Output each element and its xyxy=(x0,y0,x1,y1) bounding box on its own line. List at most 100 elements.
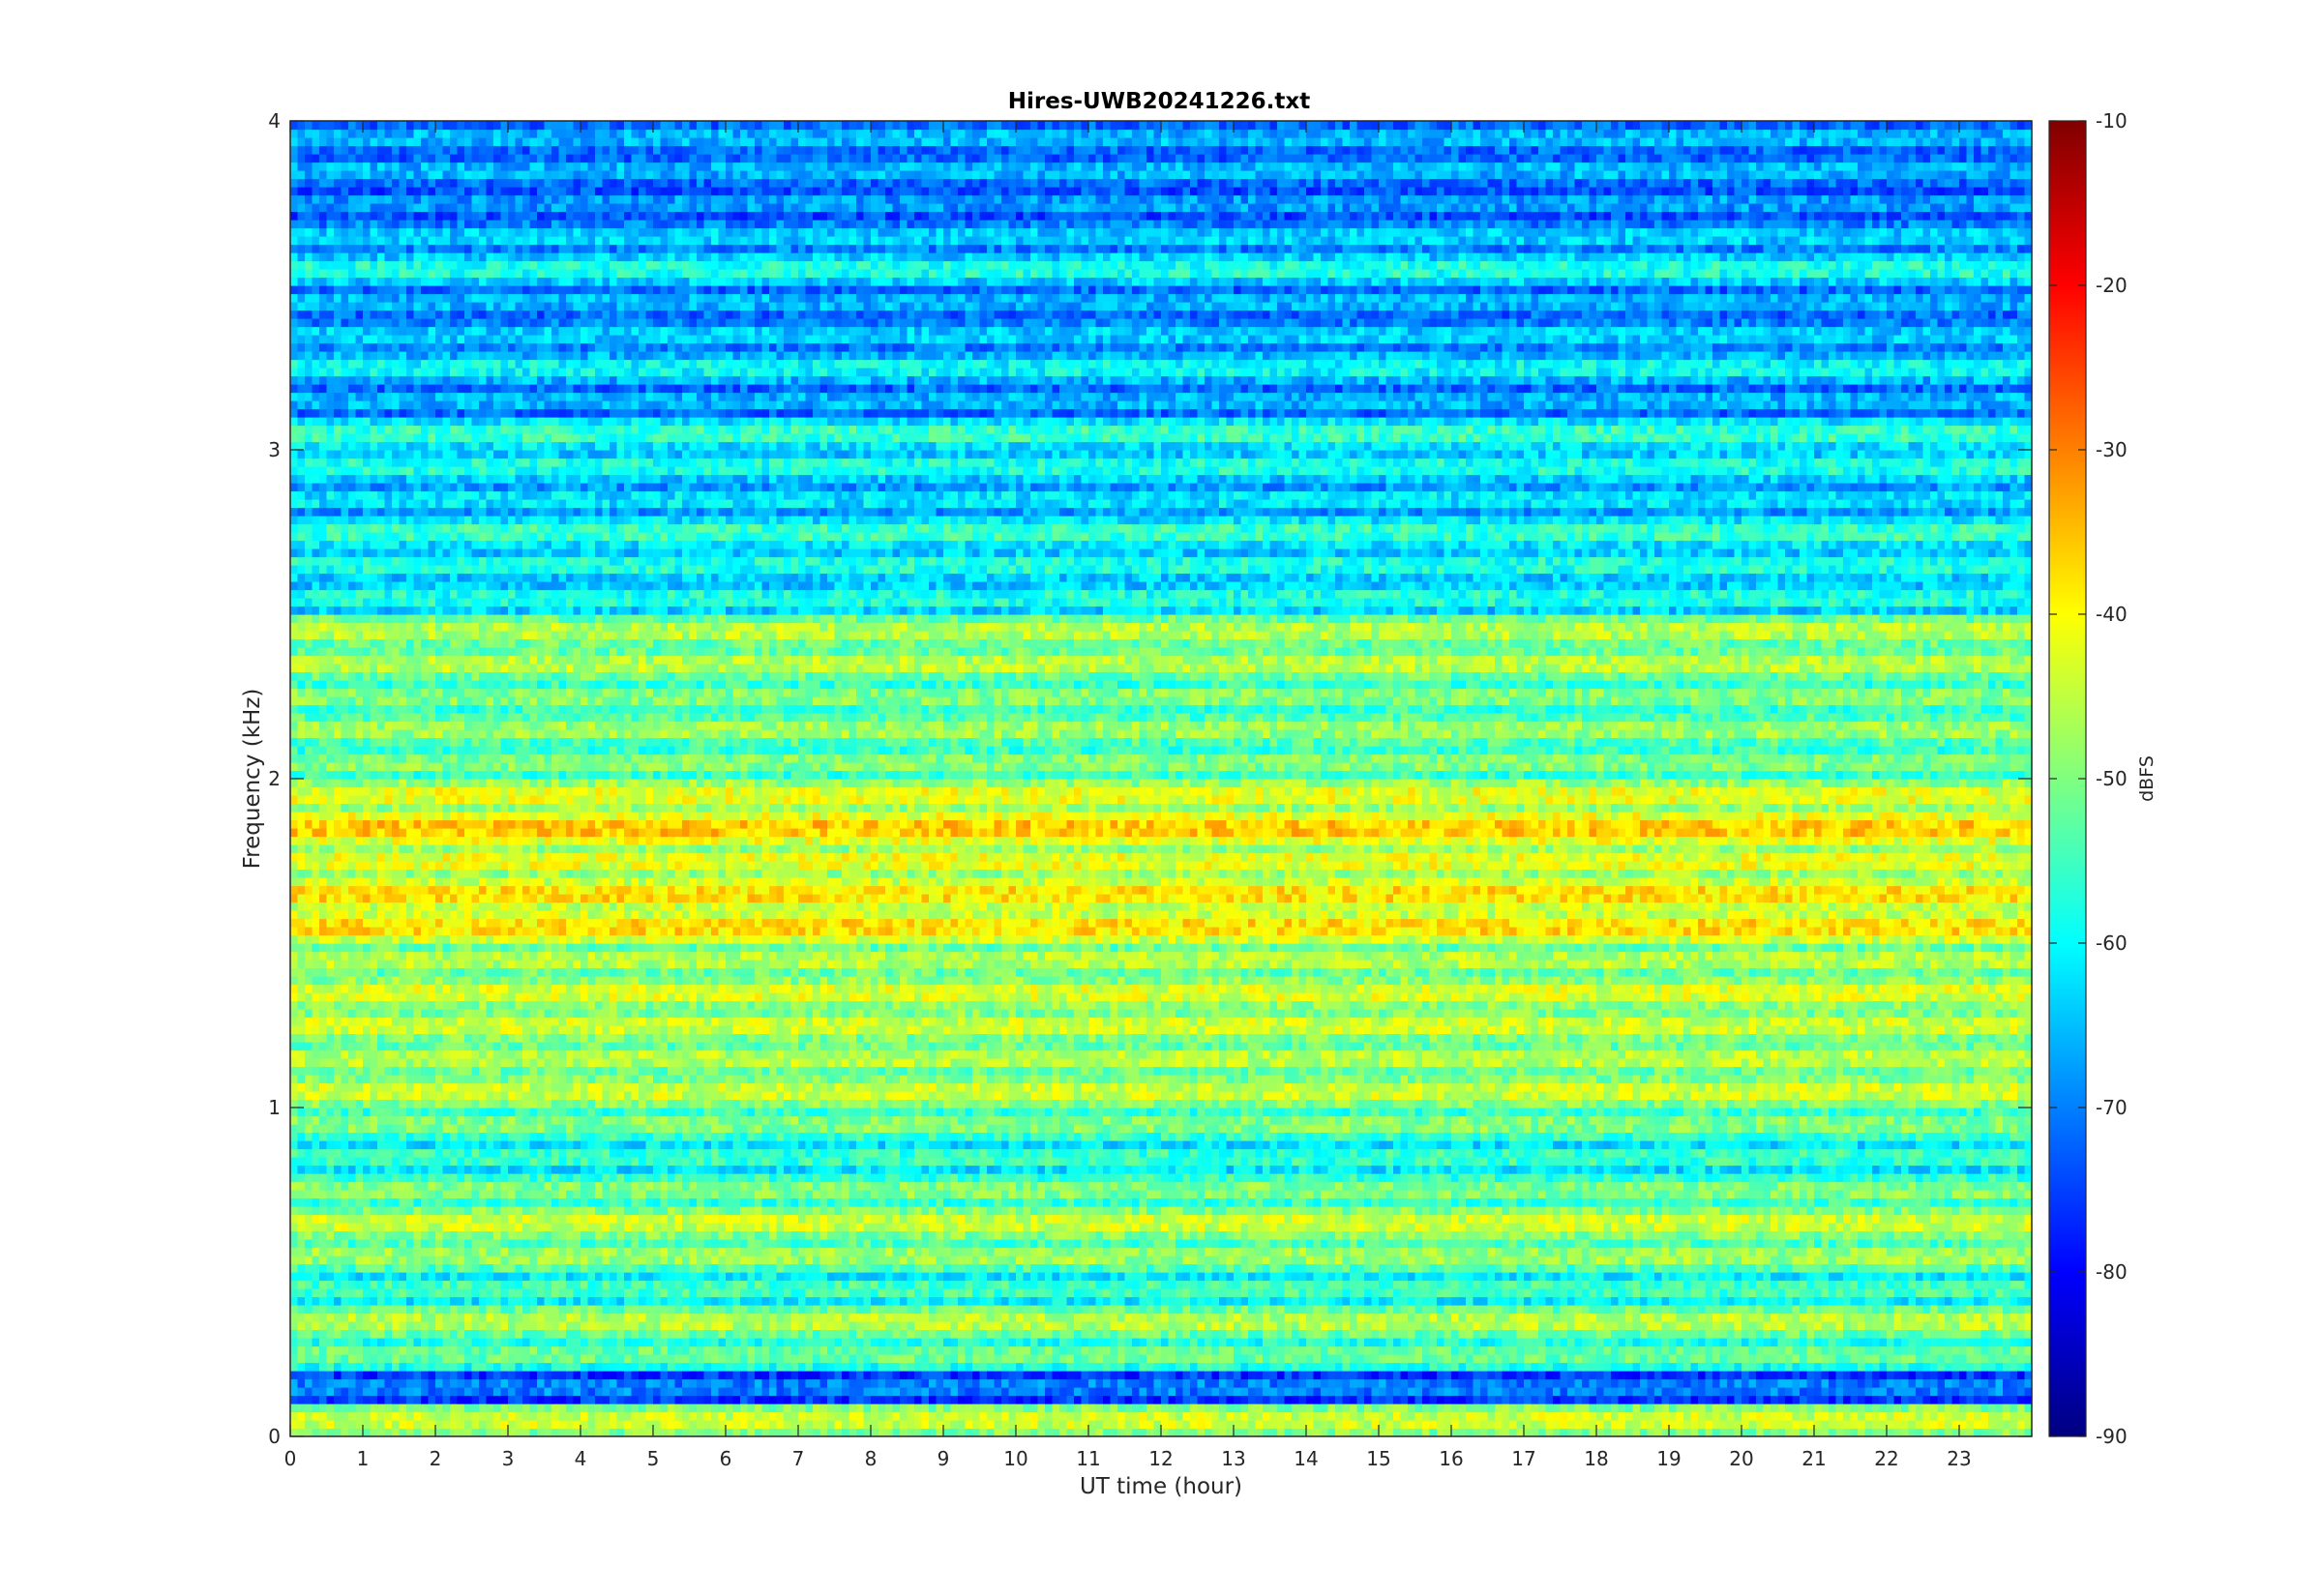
heatmap-cell xyxy=(334,1371,342,1379)
heatmap-cell xyxy=(1800,1429,1807,1437)
heatmap-cell xyxy=(1967,1420,1975,1429)
heatmap-cell xyxy=(363,1412,371,1421)
heatmap-cell xyxy=(1169,1429,1176,1437)
heatmap-cell xyxy=(878,1346,886,1355)
heatmap-cell xyxy=(639,1321,646,1330)
heatmap-cell xyxy=(487,1305,494,1314)
heatmap-cell xyxy=(610,1314,617,1322)
heatmap-cell xyxy=(1865,1314,1873,1322)
heatmap-cell xyxy=(551,1363,559,1372)
heatmap-cell xyxy=(1756,1404,1764,1412)
heatmap-cell xyxy=(849,1338,857,1346)
heatmap-cell xyxy=(1422,1371,1430,1379)
heatmap-cell xyxy=(1030,1330,1038,1339)
heatmap-cell xyxy=(1466,1354,1474,1363)
heatmap-cell xyxy=(943,1396,951,1404)
heatmap-cell xyxy=(711,1288,719,1297)
heatmap-cell xyxy=(1952,1305,1960,1314)
heatmap-cell xyxy=(646,1404,654,1412)
heatmap-cell xyxy=(1677,1338,1684,1346)
heatmap-cell xyxy=(777,1305,785,1314)
heatmap-cell xyxy=(472,1404,480,1412)
heatmap-cell xyxy=(1619,1387,1626,1396)
heatmap-cell xyxy=(1314,1354,1322,1363)
heatmap-cell xyxy=(1532,1354,1539,1363)
heatmap-cell xyxy=(298,1354,306,1363)
heatmap-cell xyxy=(1698,1396,1706,1404)
heatmap-cell xyxy=(450,1354,458,1363)
heatmap-cell xyxy=(1553,1396,1561,1404)
heatmap-cell xyxy=(458,1321,465,1330)
heatmap-cell xyxy=(1495,1420,1503,1429)
heatmap-cell xyxy=(508,1420,516,1429)
heatmap-cell xyxy=(849,1363,857,1372)
heatmap-cell xyxy=(711,1363,719,1372)
heatmap-cell xyxy=(1648,1346,1655,1355)
heatmap-cell xyxy=(1088,1338,1096,1346)
heatmap-cell xyxy=(522,1379,530,1388)
heatmap-cell xyxy=(313,1420,320,1429)
heatmap-cell xyxy=(1401,1354,1409,1363)
heatmap-cell xyxy=(1575,1420,1583,1429)
heatmap-cell xyxy=(588,1363,596,1372)
heatmap-cell xyxy=(1909,1420,1917,1429)
heatmap-cell xyxy=(479,1371,487,1379)
heatmap-cell xyxy=(1357,1404,1365,1412)
heatmap-cell xyxy=(1683,1363,1691,1372)
heatmap-cell xyxy=(1633,1297,1641,1306)
heatmap-cell xyxy=(1503,1338,1510,1346)
heatmap-cell xyxy=(1088,1314,1096,1322)
heatmap-cell xyxy=(900,1420,908,1429)
heatmap-cell xyxy=(1459,1379,1467,1388)
heatmap-cell xyxy=(1314,1387,1322,1396)
heatmap-cell xyxy=(1357,1314,1365,1322)
heatmap-cell xyxy=(319,1321,327,1330)
heatmap-cell xyxy=(893,1321,901,1330)
heatmap-cell xyxy=(1386,1387,1394,1396)
heatmap-cell xyxy=(864,1297,872,1306)
heatmap-cell xyxy=(1053,1354,1060,1363)
heatmap-cell xyxy=(1778,1420,1786,1429)
heatmap-cell xyxy=(356,1363,364,1372)
heatmap-cell xyxy=(1314,1305,1322,1314)
heatmap-cell xyxy=(516,1321,523,1330)
heatmap-cell xyxy=(1067,1330,1075,1339)
heatmap-cell xyxy=(885,1412,893,1421)
heatmap-cell xyxy=(1814,1404,1822,1412)
heatmap-cell xyxy=(1314,1379,1322,1388)
heatmap-cell xyxy=(1930,1314,1938,1322)
heatmap-cell xyxy=(1009,1354,1017,1363)
heatmap-cell xyxy=(1314,1330,1322,1339)
heatmap-cell xyxy=(1183,1396,1191,1404)
heatmap-cell xyxy=(1662,1387,1670,1396)
heatmap-cell xyxy=(377,1363,385,1372)
heatmap-cell xyxy=(1654,1338,1662,1346)
heatmap-cell xyxy=(1408,1346,1415,1355)
heatmap-cell xyxy=(1132,1346,1140,1355)
heatmap-cell xyxy=(1357,1321,1365,1330)
heatmap-cell xyxy=(1742,1371,1749,1379)
heatmap-cell xyxy=(1256,1429,1264,1437)
heatmap-cell xyxy=(711,1412,719,1421)
heatmap-cell xyxy=(1016,1346,1024,1355)
heatmap-cell xyxy=(1880,1379,1888,1388)
heatmap-cell xyxy=(1727,1404,1735,1412)
heatmap-cell xyxy=(1038,1363,1046,1372)
heatmap-cell xyxy=(1916,1346,1923,1355)
heatmap-cell xyxy=(820,1412,828,1421)
heatmap-cell xyxy=(951,1387,959,1396)
heatmap-cell xyxy=(1451,1429,1459,1437)
heatmap-cell xyxy=(980,1371,988,1379)
heatmap-cell xyxy=(1190,1330,1198,1339)
heatmap-cell xyxy=(704,1354,712,1363)
heatmap-cell xyxy=(327,1314,335,1322)
heatmap-cell xyxy=(1619,1354,1626,1363)
heatmap-cell xyxy=(1771,1396,1778,1404)
heatmap-cell xyxy=(313,1412,320,1421)
heatmap-cell xyxy=(668,1354,675,1363)
heatmap-cell xyxy=(1321,1379,1328,1388)
heatmap-cell xyxy=(334,1429,342,1437)
heatmap-cell xyxy=(1567,1346,1575,1355)
heatmap-cell xyxy=(914,1314,922,1322)
heatmap-cell xyxy=(958,1321,966,1330)
